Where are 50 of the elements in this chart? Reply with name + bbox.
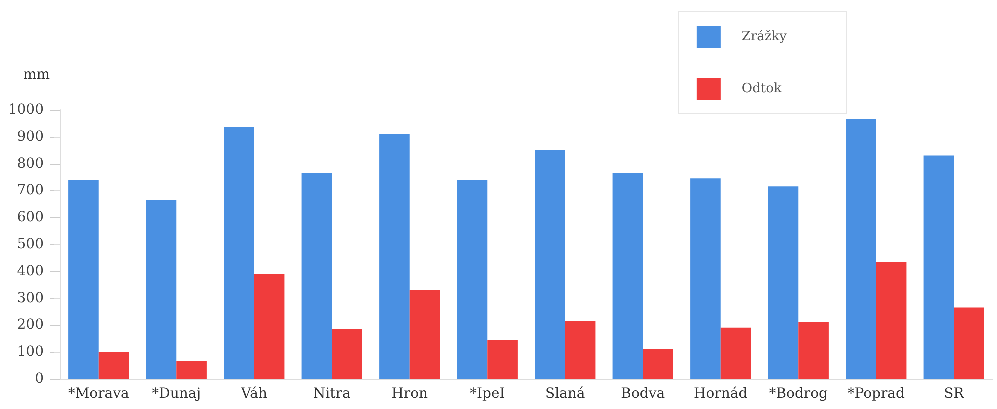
x-tick-label: Váh bbox=[240, 386, 268, 402]
bar bbox=[612, 173, 644, 379]
y-tick-label: 100 bbox=[17, 344, 44, 360]
x-tick-label: *Bodrog bbox=[769, 386, 828, 402]
bar bbox=[720, 328, 752, 379]
bar bbox=[146, 200, 177, 379]
bar bbox=[68, 180, 99, 379]
bar bbox=[488, 340, 518, 379]
x-tick-label: *Poprad bbox=[848, 386, 906, 402]
bar bbox=[643, 349, 674, 379]
y-tick-label: 600 bbox=[17, 210, 44, 226]
bar bbox=[924, 156, 954, 379]
bar bbox=[332, 329, 362, 379]
x-tick-label: Bodva bbox=[621, 386, 666, 402]
bar bbox=[224, 127, 254, 379]
bar bbox=[380, 134, 410, 379]
y-tick-label: 300 bbox=[17, 290, 44, 306]
x-tick-label: Hornád bbox=[694, 386, 748, 402]
x-tick-label: Hron bbox=[392, 386, 428, 402]
bar bbox=[565, 321, 596, 379]
bar bbox=[254, 274, 285, 379]
bar bbox=[535, 150, 566, 379]
y-tick-label: 500 bbox=[17, 236, 44, 252]
legend-label: Odtok bbox=[742, 82, 782, 96]
x-tick-label: *Morava bbox=[68, 386, 130, 402]
bar bbox=[768, 186, 799, 379]
bar bbox=[798, 322, 829, 379]
x-tick-label: SR bbox=[944, 386, 965, 402]
y-tick-label: 700 bbox=[17, 182, 44, 199]
bar bbox=[98, 352, 130, 379]
bar bbox=[690, 178, 721, 379]
bar bbox=[846, 119, 876, 379]
x-tick-label: Slaná bbox=[545, 386, 586, 402]
legend-label: Zrážky bbox=[742, 30, 788, 44]
x-tick-label: *Dunaj bbox=[152, 386, 202, 402]
bar bbox=[176, 362, 207, 379]
y-axis-title: mm bbox=[23, 67, 50, 83]
y-tick-label: 400 bbox=[17, 263, 44, 280]
y-tick-label: 800 bbox=[17, 156, 44, 172]
bar bbox=[410, 290, 440, 379]
x-tick-label: Nitra bbox=[313, 386, 351, 402]
y-tick-label: 200 bbox=[17, 317, 44, 334]
x-tick-label: *IpeI bbox=[470, 386, 506, 402]
y-tick-label: 1000 bbox=[8, 102, 44, 118]
bar bbox=[457, 180, 488, 379]
y-tick-label: 900 bbox=[17, 128, 44, 145]
bar bbox=[302, 173, 332, 379]
bar bbox=[876, 262, 907, 379]
y-tick-label: 0 bbox=[35, 371, 44, 387]
bar bbox=[954, 308, 984, 379]
